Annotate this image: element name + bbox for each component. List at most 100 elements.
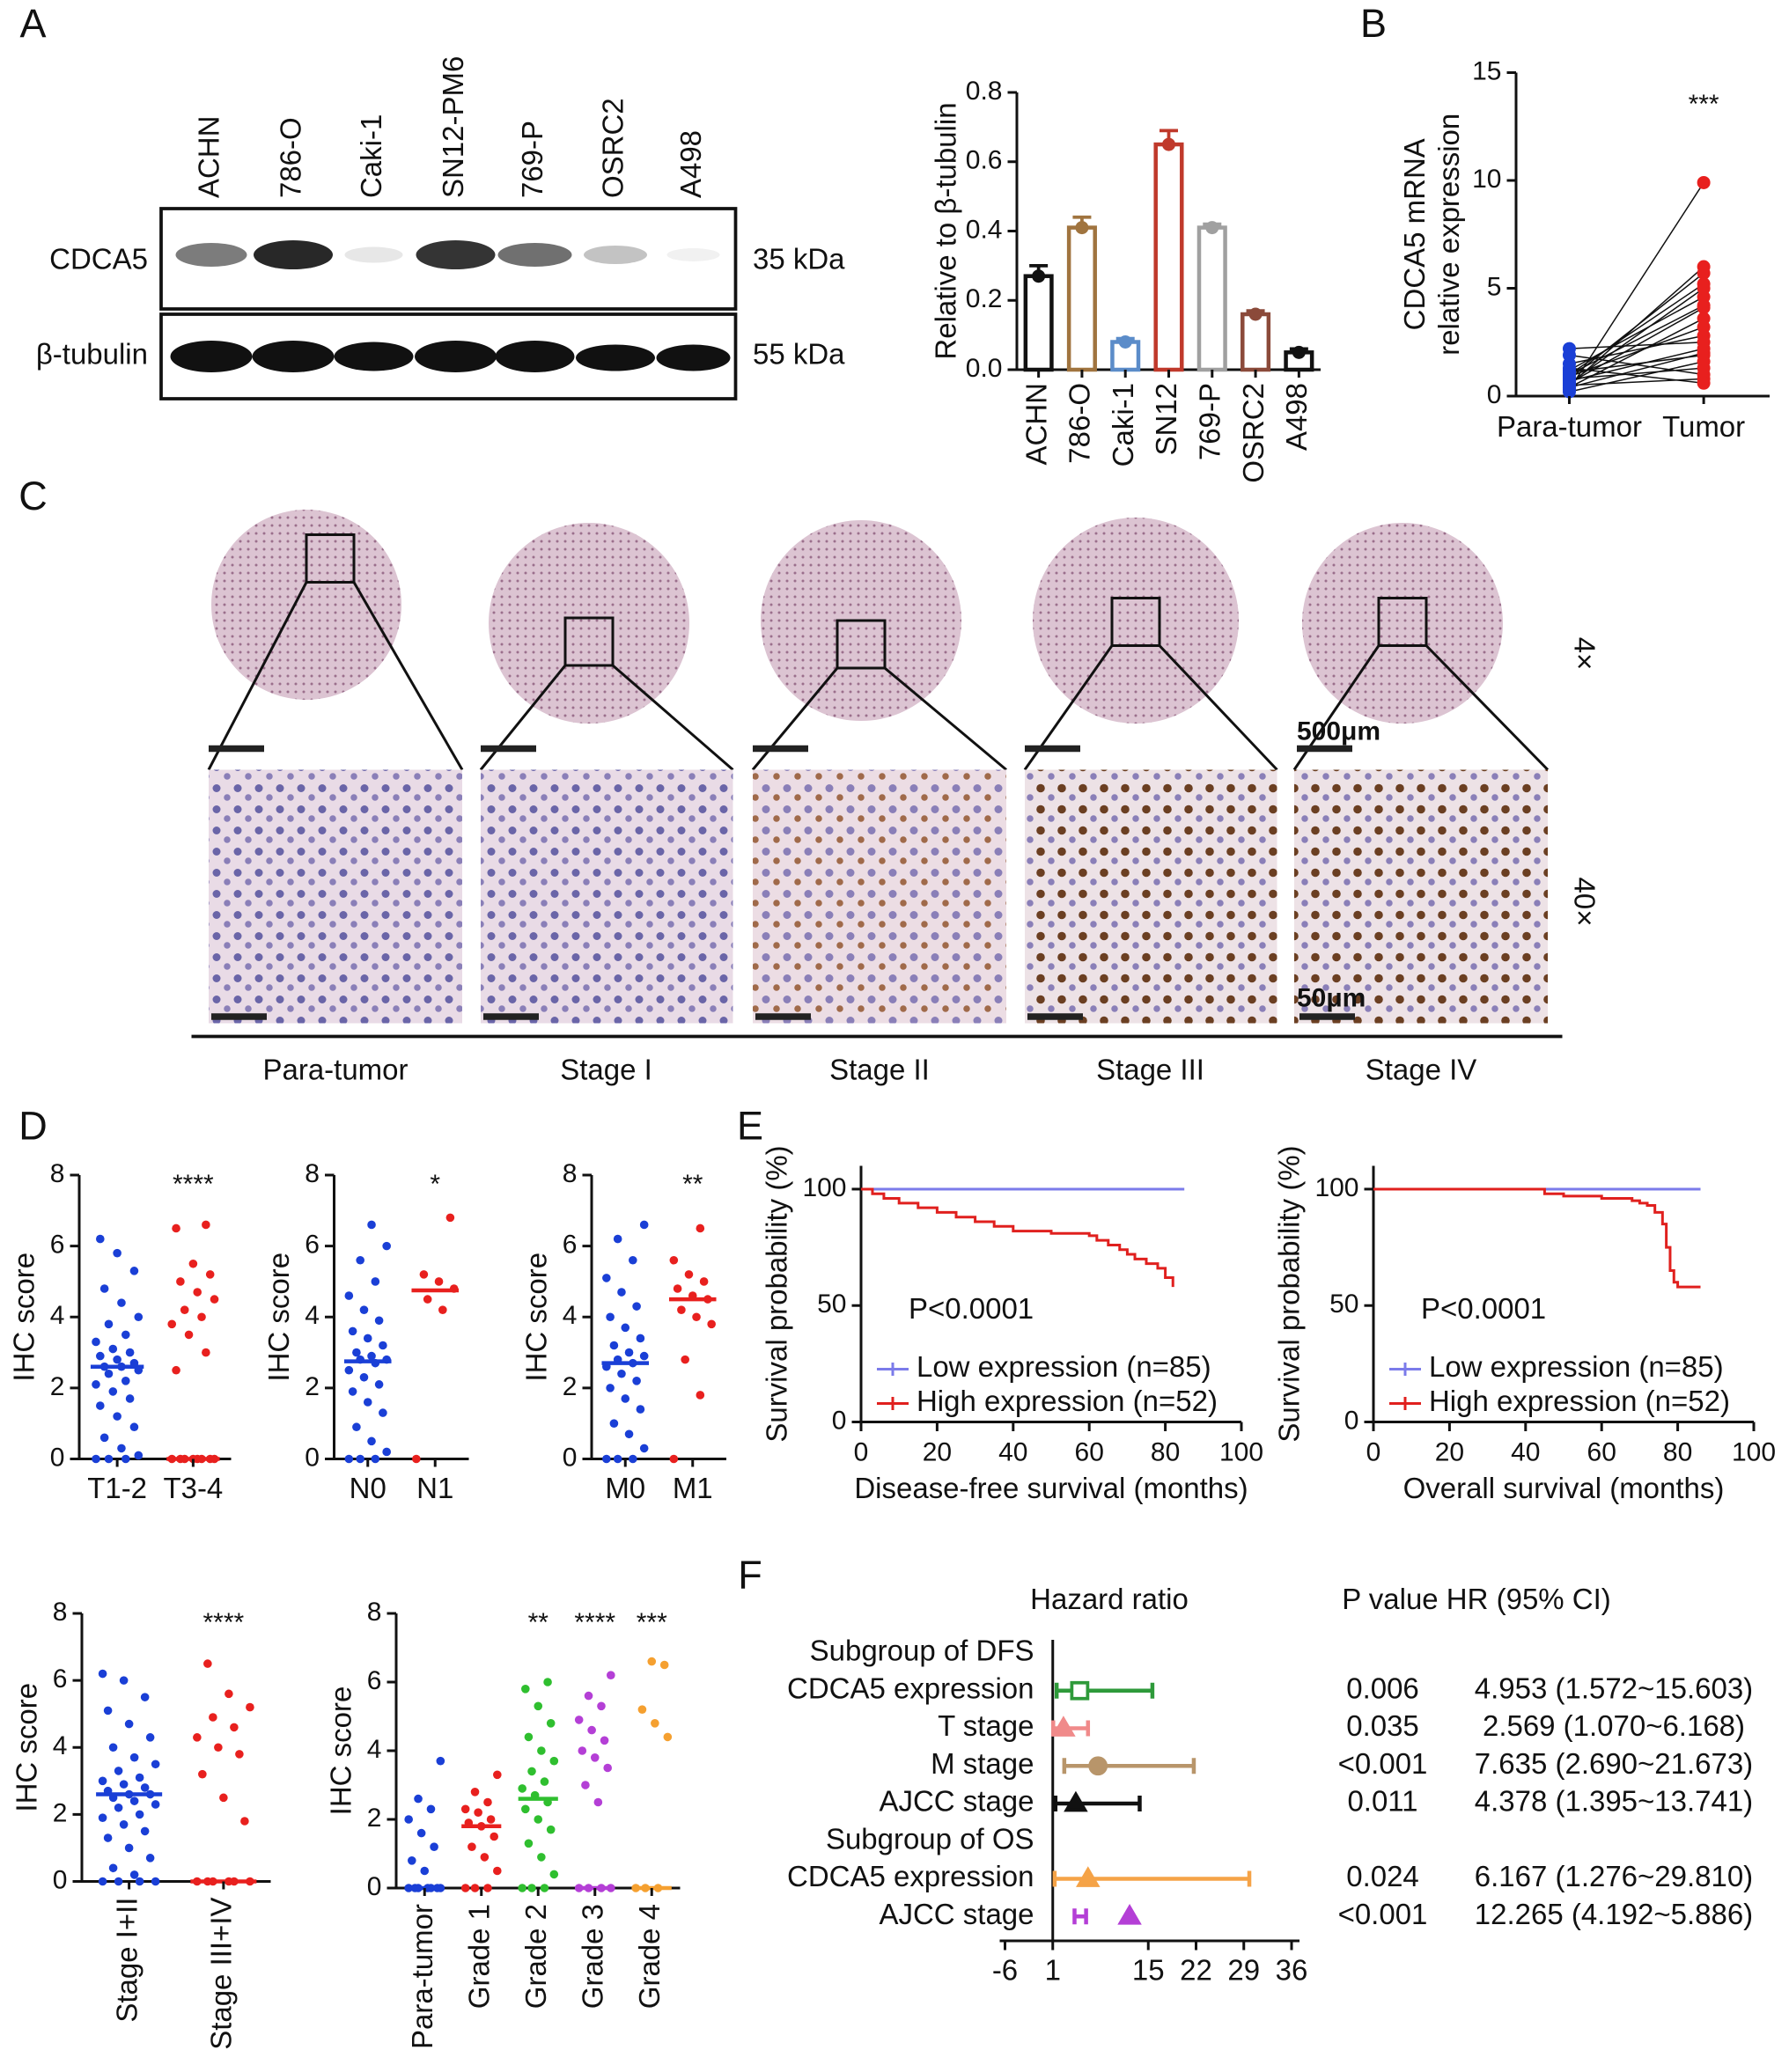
point bbox=[636, 1405, 645, 1414]
y-tick-label: 8 bbox=[563, 1159, 578, 1188]
x-tick-label: 15 bbox=[1132, 1954, 1165, 1987]
point bbox=[202, 1220, 210, 1230]
point bbox=[549, 1756, 559, 1766]
legend-label: High expression (n=52) bbox=[1429, 1385, 1730, 1417]
point bbox=[470, 1884, 480, 1892]
point bbox=[113, 1412, 121, 1421]
point bbox=[445, 1213, 455, 1223]
p-value: 0.011 bbox=[1347, 1785, 1417, 1818]
point bbox=[129, 1752, 139, 1762]
tissue-zoom bbox=[480, 769, 733, 1024]
p-value: <0.001 bbox=[1338, 1898, 1428, 1930]
x-tick-label: 22 bbox=[1180, 1954, 1212, 1987]
point bbox=[669, 1454, 679, 1464]
band bbox=[495, 341, 575, 373]
point bbox=[684, 1270, 694, 1279]
legend-label: Low expression (n=85) bbox=[1429, 1350, 1724, 1383]
blot bbox=[159, 207, 738, 400]
point bbox=[151, 1877, 160, 1886]
x-tick-label: -6 bbox=[992, 1954, 1018, 1987]
y-tick-label: 2 bbox=[563, 1372, 578, 1401]
p-value: 0.035 bbox=[1346, 1709, 1419, 1742]
point bbox=[1697, 298, 1711, 312]
zoom-box bbox=[305, 533, 356, 584]
y-axis-label: IHC score bbox=[325, 1686, 357, 1816]
point bbox=[426, 1804, 436, 1814]
point bbox=[543, 1678, 552, 1686]
point bbox=[527, 1884, 536, 1892]
band bbox=[175, 243, 247, 268]
point bbox=[135, 1773, 144, 1782]
point bbox=[669, 1255, 679, 1265]
row-label: CDCA5 expression bbox=[787, 1672, 1034, 1704]
point bbox=[114, 1767, 123, 1775]
point bbox=[1697, 266, 1711, 280]
y-tick-label: 0.4 bbox=[966, 215, 1003, 244]
row-label: Subgroup of OS bbox=[826, 1822, 1034, 1855]
point bbox=[493, 1866, 502, 1876]
point bbox=[125, 1394, 135, 1403]
x-tick-label: A498 bbox=[1280, 383, 1313, 451]
point bbox=[606, 1384, 615, 1392]
x-tick-label: N1 bbox=[416, 1472, 453, 1504]
point bbox=[108, 1387, 118, 1396]
point bbox=[348, 1326, 357, 1336]
hr-point bbox=[1051, 1716, 1076, 1737]
point bbox=[344, 1291, 354, 1300]
row-label: T stage bbox=[938, 1709, 1034, 1742]
point bbox=[707, 1319, 716, 1329]
point bbox=[408, 1856, 416, 1865]
lane-label: 769-P bbox=[516, 121, 548, 198]
point bbox=[344, 1454, 354, 1464]
x-tick-label: N0 bbox=[350, 1472, 387, 1504]
y-tick-label: 8 bbox=[50, 1159, 65, 1188]
ihc-row: 4× bbox=[1568, 637, 1601, 671]
bar-dot bbox=[1161, 137, 1175, 151]
annotation: P<0.0001 bbox=[1421, 1292, 1546, 1325]
point bbox=[374, 1380, 384, 1389]
point bbox=[103, 1706, 113, 1716]
y-tick-label: 2 bbox=[50, 1372, 65, 1401]
point bbox=[470, 1788, 480, 1796]
y-axis-label: Survival probability (%) bbox=[1273, 1145, 1306, 1442]
point bbox=[609, 1341, 619, 1350]
point bbox=[613, 1234, 622, 1244]
tissue-core bbox=[1032, 518, 1239, 724]
point bbox=[235, 1750, 244, 1759]
point bbox=[593, 1797, 603, 1807]
bar bbox=[1241, 312, 1271, 372]
annotation: P<0.0001 bbox=[909, 1292, 1034, 1325]
point bbox=[637, 1705, 647, 1715]
lane-label: Caki-1 bbox=[355, 114, 387, 198]
point bbox=[412, 1454, 421, 1464]
point bbox=[113, 1355, 121, 1364]
point bbox=[632, 1377, 641, 1385]
y-tick-label: 0 bbox=[50, 1443, 65, 1472]
point bbox=[129, 1267, 139, 1275]
point bbox=[363, 1398, 372, 1407]
row-label: Subgroup of DFS bbox=[810, 1635, 1034, 1667]
point bbox=[176, 1277, 185, 1286]
y-axis-label: IHC score bbox=[262, 1253, 295, 1382]
point bbox=[210, 1295, 219, 1304]
band bbox=[344, 246, 403, 263]
point bbox=[639, 1220, 649, 1230]
point bbox=[647, 1657, 657, 1666]
point bbox=[430, 1842, 438, 1852]
y-tick-label: 5 bbox=[1487, 272, 1502, 301]
annotation: **** bbox=[574, 1608, 615, 1637]
survival-curve bbox=[1373, 1187, 1701, 1289]
y-axis-label: Survival probability (%) bbox=[761, 1145, 793, 1442]
point bbox=[184, 1330, 194, 1340]
point bbox=[436, 1756, 445, 1766]
x-tick-label: Grade 3 bbox=[576, 1904, 608, 2009]
point bbox=[609, 1419, 619, 1428]
point bbox=[581, 1781, 590, 1789]
pair-line bbox=[1569, 334, 1704, 364]
forest-title: Hazard ratio bbox=[1030, 1583, 1189, 1615]
point bbox=[549, 1870, 559, 1879]
point bbox=[119, 1819, 129, 1829]
y-tick-label: 0.0 bbox=[966, 354, 1003, 383]
point bbox=[119, 1780, 129, 1789]
point bbox=[699, 1277, 709, 1286]
